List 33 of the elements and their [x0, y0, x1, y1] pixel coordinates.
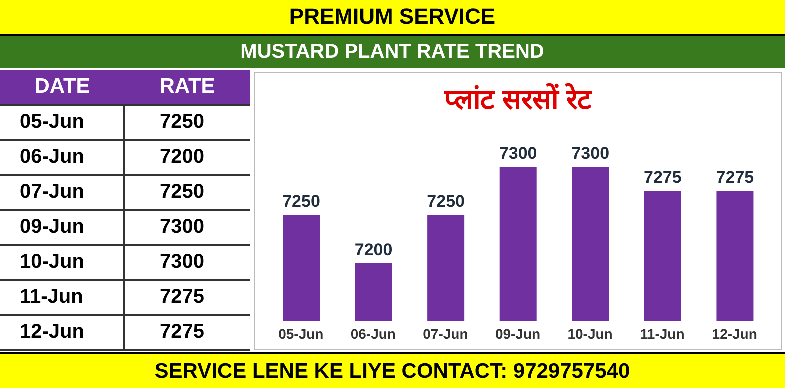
x-tick-label: 09-Jun: [495, 326, 541, 342]
data-label: 7250: [282, 192, 320, 212]
category-label: 07-Jun: [20, 181, 84, 203]
text: 7275: [160, 286, 204, 308]
chart-subtitle: MUSTARD PLANT RATE TREND: [0, 36, 785, 68]
x-tick-label: 05-Jun: [278, 326, 324, 342]
category-label: 10-Jun: [20, 251, 84, 273]
text: PREMIUM SERVICE: [0, 0, 785, 36]
chart-title: प्लांट सरसों रेट: [443, 82, 594, 117]
data-label: 7275: [644, 168, 682, 188]
data-label: 7275: [716, 168, 754, 188]
x-tick-label: 06-Jun: [350, 326, 396, 342]
x-tick-label: 11-Jun: [640, 326, 685, 342]
text: RATE: [125, 70, 250, 106]
text: 7300: [160, 216, 204, 238]
text: 7250: [160, 111, 204, 133]
category-label: 09-Jun: [20, 216, 84, 238]
category-label: 11-Jun: [20, 286, 84, 308]
data-label: 7300: [499, 144, 538, 163]
category-label: 05-Jun: [20, 111, 84, 133]
x-tick-label: 10-Jun: [568, 326, 613, 342]
text: 7250: [160, 181, 204, 203]
text: SERVICE LENE KE LIYE CONTACT: 9729757540: [0, 352, 785, 388]
data-label: 7300: [572, 144, 610, 163]
text: 7275: [160, 321, 204, 343]
x-tick-label: 07-Jun: [423, 326, 468, 342]
text: DATE: [0, 70, 125, 106]
data-label: 7200: [354, 240, 393, 260]
x-tick-label: 12-Jun: [712, 326, 758, 342]
data-label: 7250: [427, 192, 465, 212]
category-label: 06-Jun: [20, 146, 84, 168]
text: 7200: [160, 146, 204, 168]
text: 7300: [160, 251, 204, 273]
